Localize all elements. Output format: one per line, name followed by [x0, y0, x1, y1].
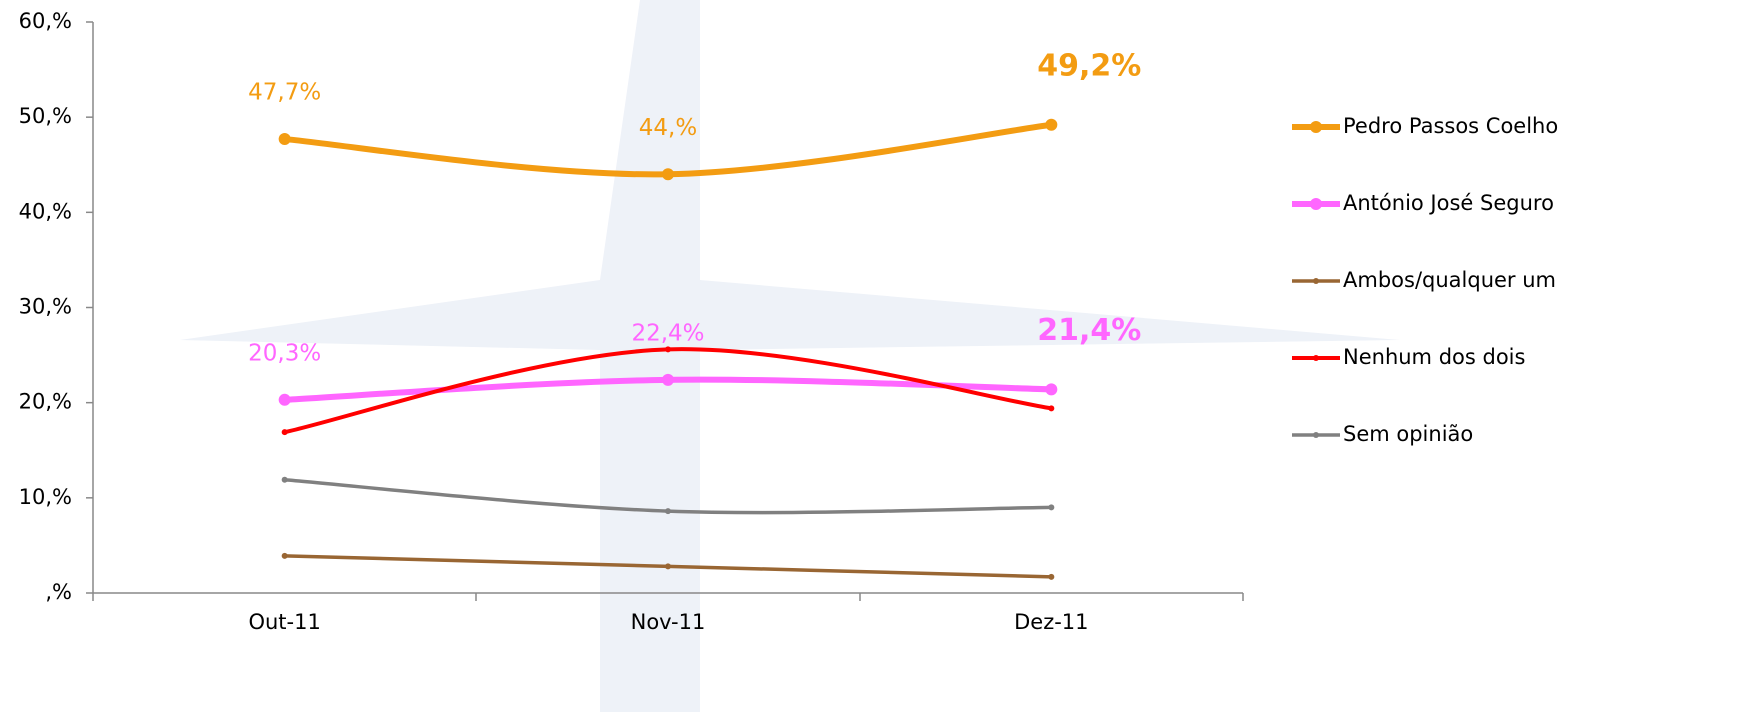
- legend-label: António José Seguro: [1343, 191, 1554, 215]
- legend-label: Ambos/qualquer um: [1343, 268, 1556, 292]
- legend-label: Nenhum dos dois: [1343, 345, 1525, 369]
- legend-marker: [1310, 198, 1322, 210]
- x-tick-label: Out-11: [248, 610, 320, 634]
- data-label: 49,2%: [1037, 48, 1141, 83]
- y-tick-label: ,%: [45, 580, 72, 604]
- y-tick-label: 60,%: [19, 9, 72, 33]
- data-label: 47,7%: [248, 80, 321, 106]
- data-label: 22,4%: [631, 320, 704, 346]
- point: [281, 552, 288, 559]
- legend-label: Sem opinião: [1343, 422, 1473, 446]
- point: [278, 393, 291, 406]
- point: [281, 476, 288, 483]
- legend-marker: [1313, 432, 1319, 438]
- y-tick-label: 50,%: [19, 104, 72, 128]
- point: [278, 133, 291, 146]
- data-label: 44,%: [639, 115, 697, 141]
- point: [1045, 383, 1058, 396]
- y-tick-label: 20,%: [19, 390, 72, 414]
- point: [665, 563, 671, 570]
- point: [1045, 118, 1058, 131]
- x-tick-label: Dez-11: [1014, 610, 1088, 634]
- x-boundary-ticks: [92, 593, 1244, 601]
- point: [662, 168, 674, 181]
- point: [662, 373, 674, 386]
- legend-label: Pedro Passos Coelho: [1343, 114, 1558, 138]
- legend-marker: [1313, 278, 1319, 284]
- y-tick-label: 10,%: [19, 485, 72, 509]
- point: [1048, 573, 1055, 580]
- y-tick-label: 30,%: [19, 295, 72, 319]
- point: [665, 346, 671, 353]
- point: [1048, 405, 1055, 412]
- y-tick-label: 40,%: [19, 199, 72, 223]
- point: [665, 508, 671, 515]
- x-tick-label: Nov-11: [631, 610, 706, 634]
- point: [1048, 504, 1055, 511]
- legend-marker: [1313, 355, 1319, 361]
- point: [281, 429, 288, 436]
- data-label: 21,4%: [1037, 313, 1141, 348]
- legend-marker: [1310, 121, 1322, 133]
- data-label: 20,3%: [248, 340, 321, 366]
